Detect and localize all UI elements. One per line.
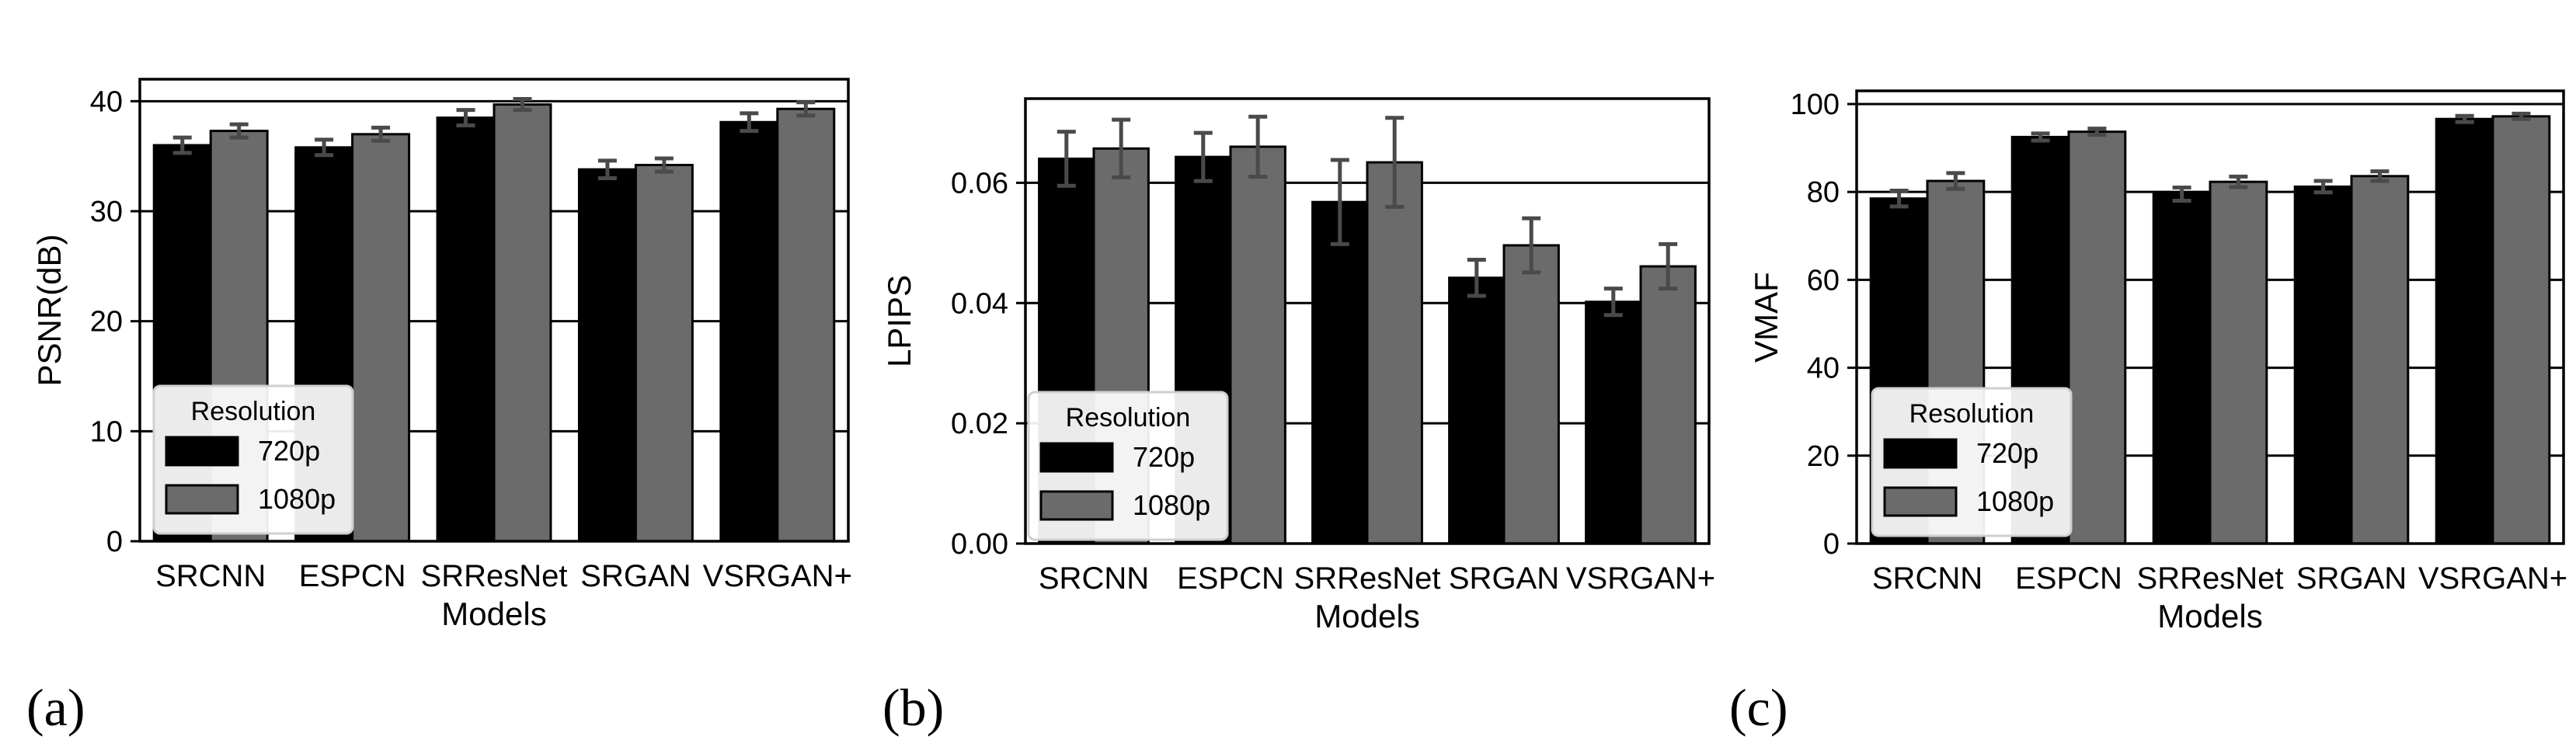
chart3-xtick-label: SRGAN bbox=[2296, 561, 2407, 596]
chart3-ytick-label: 80 bbox=[1807, 176, 1840, 209]
chart3-ytick-label: 40 bbox=[1807, 353, 1840, 385]
panel-label-b: (b) bbox=[882, 678, 945, 737]
chart2-plot-frame bbox=[1024, 97, 1711, 545]
chart3-ylabel: VMAF bbox=[1748, 272, 1784, 363]
chart3-xlabel: Models bbox=[2157, 598, 2262, 634]
chart3-legend-label-1080p: 1080p bbox=[1976, 485, 2054, 517]
chart1-legend-swatch-720p bbox=[165, 436, 239, 467]
chart2-xtick-label: SRCNN bbox=[1039, 561, 1149, 596]
chart1-bar-1080p bbox=[351, 133, 411, 543]
chart2-ytick-label: 0.02 bbox=[951, 408, 1008, 440]
chart2-xtick-label: SRResNet bbox=[1294, 561, 1441, 596]
chart1-xlabel: Models bbox=[441, 596, 546, 632]
chart2-bar-1080p bbox=[1229, 145, 1286, 545]
chart1-ytick-label: 0 bbox=[106, 526, 123, 558]
chart1-xtick-label: SRGAN bbox=[580, 559, 691, 593]
chart3-ytick-label: 100 bbox=[1791, 89, 1840, 121]
chart2-ytick-label: 0.06 bbox=[951, 167, 1008, 200]
chart2-bar-720p bbox=[1585, 301, 1642, 545]
chart3-plot-frame bbox=[1855, 89, 2565, 545]
chart3-ytick-label: 20 bbox=[1807, 440, 1840, 473]
chart2-legend-label-720p: 720p bbox=[1133, 441, 1195, 473]
chart2-ylabel: LPIPS bbox=[881, 275, 917, 367]
chart1-bar-720p bbox=[436, 116, 496, 543]
panel-label-c: (c) bbox=[1729, 678, 1788, 737]
chart1-xtick-label: VSRGAN+ bbox=[703, 559, 852, 593]
chart1-xtick-label: SRResNet bbox=[421, 559, 568, 593]
chart2-legend-swatch-1080p bbox=[1039, 490, 1114, 521]
chart1-legend-swatch-1080p bbox=[165, 484, 239, 515]
chart1-ytick-label: 40 bbox=[90, 85, 123, 118]
chart2-ytick-label: 0.00 bbox=[951, 528, 1008, 561]
chart1-xtick-label: SRCNN bbox=[155, 559, 266, 593]
chart3-legend-label-720p: 720p bbox=[1976, 437, 2038, 469]
chart3-xtick-label: ESPCN bbox=[2015, 561, 2122, 596]
chart1-legend-title: Resolution bbox=[191, 397, 316, 426]
chart3-bar-1080p bbox=[2491, 115, 2551, 545]
chart3-xtick-label: VSRGAN+ bbox=[2418, 561, 2567, 596]
chart2-bar-1080p bbox=[1502, 244, 1560, 545]
chart3-ytick-label: 60 bbox=[1807, 264, 1840, 297]
chart2-legend-title: Resolution bbox=[1066, 403, 1191, 433]
chart1-legend-label-720p: 720p bbox=[258, 435, 320, 467]
chart2-xtick-label: SRGAN bbox=[1449, 561, 1559, 596]
chart2-bar-720p bbox=[1448, 276, 1506, 545]
chart2-xtick-label: VSRGAN+ bbox=[1566, 561, 1715, 596]
panel-label-a: (a) bbox=[26, 678, 85, 737]
chart1-legend-label-1080p: 1080p bbox=[258, 483, 336, 515]
chart3-xtick-label: SRCNN bbox=[1872, 561, 1982, 596]
chart1-ytick-label: 30 bbox=[90, 196, 123, 228]
chart3-legend-swatch-720p bbox=[1883, 438, 1958, 469]
chart1-ytick-label: 20 bbox=[90, 306, 123, 339]
chart2-xlabel: Models bbox=[1314, 598, 1419, 634]
chart2-bar-1080p bbox=[1366, 161, 1423, 545]
chart2-legend-label-1080p: 1080p bbox=[1133, 489, 1210, 521]
chart3-xtick-label: SRResNet bbox=[2137, 561, 2284, 596]
chart1-bar-720p bbox=[577, 168, 637, 543]
chart2-bar-720p bbox=[1311, 200, 1369, 545]
chart3-bar-1080p bbox=[2350, 175, 2410, 545]
chart1-xtick-label: ESPCN bbox=[299, 559, 406, 593]
chart1-bar-720p bbox=[719, 120, 779, 543]
chart1-bar-1080p bbox=[634, 164, 694, 543]
chart3-legend-swatch-1080p bbox=[1883, 486, 1958, 517]
chart3-bar-720p bbox=[2435, 117, 2494, 545]
chart3-legend-title: Resolution bbox=[1909, 399, 2035, 429]
chart1-bar-1080p bbox=[493, 103, 552, 543]
chart1-ytick-label: 10 bbox=[90, 415, 123, 448]
chart3-bar-1080p bbox=[2209, 180, 2268, 545]
chart2-ytick-label: 0.04 bbox=[951, 287, 1008, 320]
chart2-xtick-label: ESPCN bbox=[1177, 561, 1284, 596]
chart3-ytick-label: 0 bbox=[1823, 528, 1840, 561]
chart1-plot-frame bbox=[138, 78, 850, 543]
chart1-bar-1080p bbox=[776, 107, 836, 543]
chart3-bar-720p bbox=[2293, 185, 2353, 545]
chart2-legend-swatch-720p bbox=[1039, 442, 1114, 473]
chart3-bar-720p bbox=[2152, 193, 2212, 545]
chart2-bar-1080p bbox=[1639, 265, 1697, 545]
chart3-bar-1080p bbox=[2067, 130, 2127, 545]
chart1-ylabel: PSNR(dB) bbox=[31, 234, 68, 386]
